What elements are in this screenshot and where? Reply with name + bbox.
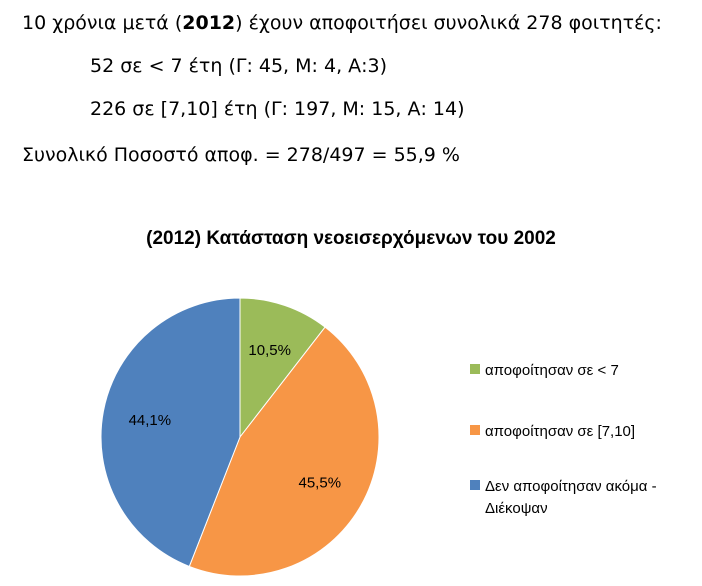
legend-item-graduated-under-7: αποφοίτησαν σε < 7 [470, 360, 619, 382]
chart-title: (2012) Κατάσταση νεοεισερχόμενων του 200… [146, 228, 556, 249]
legend-item-graduated-7-10: αποφοίτησαν σε [7,10] [470, 421, 635, 443]
summary-line-1: 10 χρόνια μετά (2012) έχουν αποφοιτήσει … [22, 11, 662, 35]
summary-line-1-year: 2012 [182, 12, 236, 34]
legend-label-0: αποφοίτησαν σε < 7 [485, 362, 619, 379]
legend-label-2-line2: Διέκοψαν [485, 500, 548, 517]
pie-slice-not-graduated [100, 297, 241, 568]
legend-label-2-line1: Δεν αποφοίτησαν ακόμα - [485, 478, 657, 495]
pie-slice-graduated-7-10 [188, 326, 380, 577]
legend-swatch-orange [470, 425, 480, 435]
pie-data-label-0: 10,5% [248, 342, 291, 359]
pie-slice-graduated-under-7 [239, 297, 326, 439]
summary-line-4: Συνολικό Ποσοστό αποφ. = 278/497 = 55,9 … [22, 144, 460, 166]
summary-line-2: 52 σε < 7 έτη (Γ: 45, Μ: 4, Α:3) [90, 55, 388, 77]
legend-item-not-graduated: Δεν αποφοίτησαν ακόμα - Διέκοψαν [470, 476, 657, 520]
legend-swatch-blue [470, 480, 480, 490]
summary-line-1-pre: 10 χρόνια μετά ( [22, 12, 183, 34]
pie-data-label-2: 44,1% [129, 412, 172, 429]
summary-line-1-post: ) έχουν αποφοιτήσει συνολικά 278 φοιτητέ… [235, 12, 662, 34]
summary-line-3: 226 σε [7,10] έτη (Γ: 197, Μ: 15, Α: 14) [90, 98, 465, 120]
pie-chart: 10,5% 45,5% 44,1% [100, 297, 380, 577]
legend-label-1: αποφοίτησαν σε [7,10] [485, 423, 636, 440]
pie-data-label-1: 45,5% [299, 474, 342, 491]
legend-swatch-green [470, 364, 480, 374]
